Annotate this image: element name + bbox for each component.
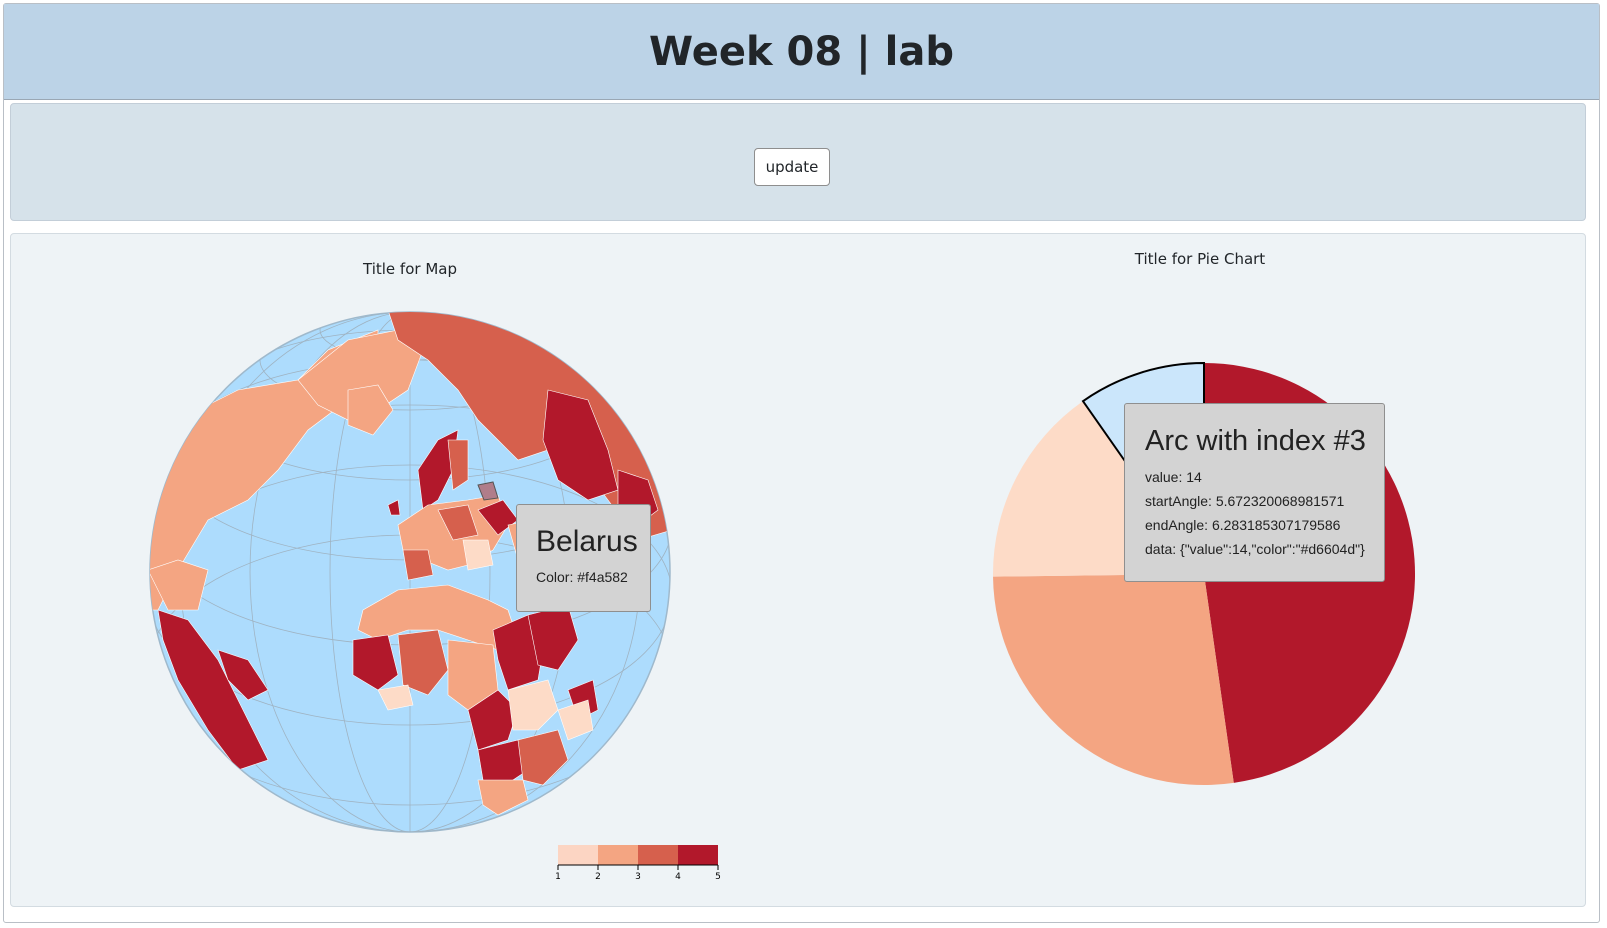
- update-button[interactable]: update: [754, 148, 830, 186]
- pie-tooltip-end: endAngle: 6.283185307179586: [1145, 517, 1341, 533]
- legend-swatch-1: [558, 845, 598, 865]
- legend-swatch-4: [678, 845, 718, 865]
- pie-tooltip-start: startAngle: 5.672320068981571: [1145, 493, 1345, 509]
- legend-swatch-2: [598, 845, 638, 865]
- pie-tooltip-value: value: 14: [1145, 469, 1202, 485]
- legend-tick-3: 3: [635, 872, 641, 880]
- globe-map[interactable]: [148, 310, 672, 834]
- pie-title: Title for Pie Chart: [1134, 250, 1266, 268]
- page-header: Week 08 | lab: [4, 4, 1599, 100]
- map-title: Title for Map: [363, 260, 457, 278]
- map-tooltip-country: Belarus: [536, 525, 638, 558]
- legend-swatch-3: [638, 845, 678, 865]
- page-title: Week 08 | lab: [649, 28, 954, 75]
- legend-tick-5: 5: [715, 872, 721, 880]
- pie-tooltip-data: data: {"value":14,"color":"#d6604d"}: [1145, 541, 1365, 557]
- legend-tick-2: 2: [595, 872, 601, 880]
- pie-tooltip-title: Arc with index #3: [1145, 425, 1366, 457]
- map-legend: 1 2 3 4 5: [555, 845, 721, 880]
- legend-tick-1: 1: [555, 872, 561, 880]
- map-tooltip-color: Color: #f4a582: [536, 569, 628, 585]
- pie-tooltip: Arc with index #3 value: 14 startAngle: …: [1124, 403, 1385, 582]
- legend-tick-4: 4: [675, 872, 681, 880]
- pie-slice-1[interactable]: [993, 574, 1234, 786]
- map-tooltip: Belarus Color: #f4a582: [516, 504, 651, 612]
